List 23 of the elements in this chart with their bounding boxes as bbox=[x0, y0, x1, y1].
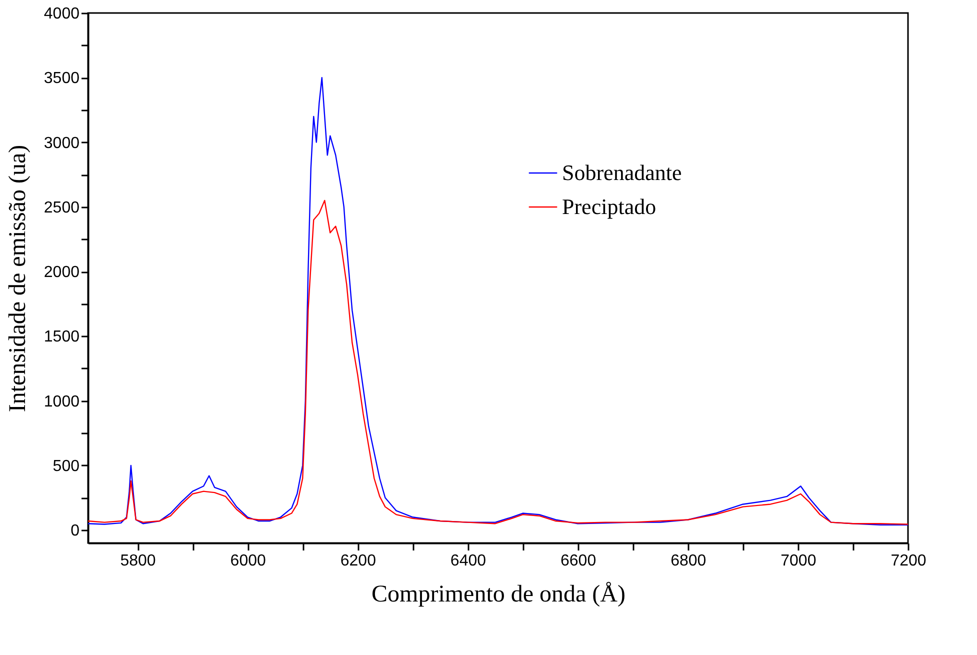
x-tick-label: 6800 bbox=[670, 552, 706, 570]
y-tick-label: 500 bbox=[52, 458, 80, 475]
y-tick-label: 1500 bbox=[44, 328, 80, 346]
y-tick-label: 3000 bbox=[44, 134, 80, 152]
x-tick-label: 5800 bbox=[120, 552, 156, 570]
y-tick-label: 1000 bbox=[44, 393, 80, 410]
legend-label: Preciptado bbox=[562, 194, 656, 219]
legend-label: Sobrenadante bbox=[562, 160, 682, 185]
y-tick-label: 2500 bbox=[44, 199, 80, 216]
x-tick-label: 7200 bbox=[890, 552, 926, 570]
x-tick-label: 6400 bbox=[450, 552, 486, 570]
y-tick-label: 2000 bbox=[44, 264, 80, 282]
x-tick-label: 6000 bbox=[230, 552, 266, 570]
y-axis-title: Intensidade de emissão (ua) bbox=[4, 144, 31, 412]
y-tick-label: 0 bbox=[70, 522, 80, 540]
line-series bbox=[87, 77, 909, 526]
y-tick-label: 3500 bbox=[44, 70, 80, 88]
x-tick-label: 7000 bbox=[780, 552, 816, 570]
line-series bbox=[87, 200, 909, 525]
x-axis-title: Comprimento de onda (Å) bbox=[372, 582, 626, 608]
y-tick-label: 4000 bbox=[44, 6, 80, 22]
x-tick-label: 6600 bbox=[560, 552, 596, 570]
x-tick-label: 6200 bbox=[340, 552, 376, 570]
